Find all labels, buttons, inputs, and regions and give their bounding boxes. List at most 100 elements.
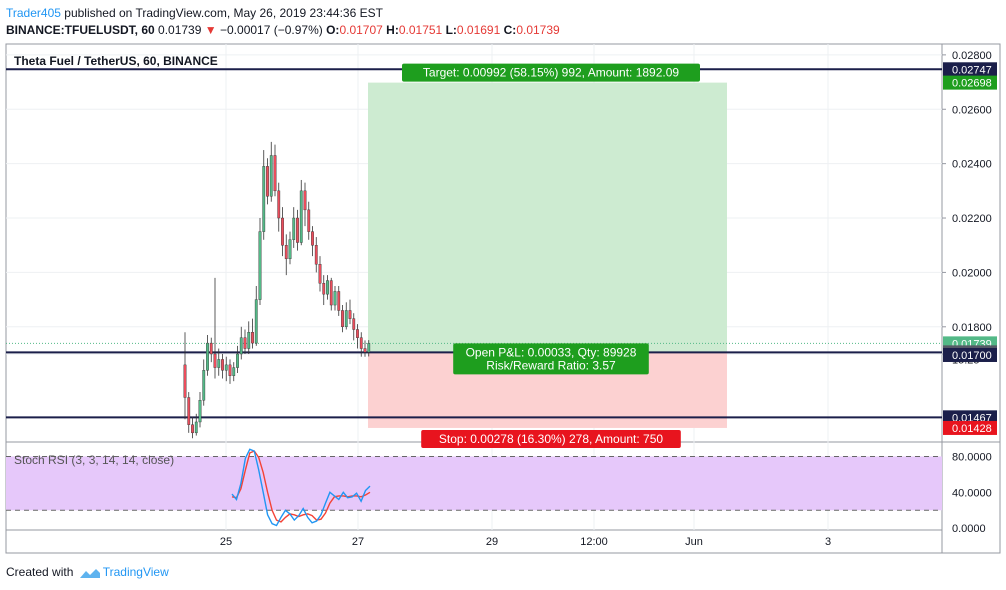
candle-body — [367, 343, 371, 353]
price-tick-label: 0.02000 — [952, 267, 992, 279]
time-tick-label: 25 — [220, 536, 232, 548]
candle-body — [348, 310, 352, 319]
price-tick-label: 0.02200 — [952, 213, 992, 225]
symbol-info: BINANCE:TFUELUSDT, 60 0.01739 ▼ −0.00017… — [6, 23, 560, 37]
candle-body — [206, 342, 209, 371]
tradingview-brand-link[interactable]: TradingView — [102, 565, 169, 579]
candle-body — [243, 337, 247, 349]
candle-body — [326, 280, 329, 295]
down-arrow-icon: ▼ — [204, 23, 217, 37]
price-tag-level: 0.02747 — [943, 62, 997, 77]
price-tag-label: 0.02698 — [952, 78, 992, 90]
candle-body — [314, 245, 318, 265]
published-text: published on TradingView.com, May 26, 20… — [64, 6, 383, 20]
candle-body — [194, 421, 198, 434]
price-tag-bg — [943, 75, 997, 90]
stop-label-bg — [421, 429, 681, 448]
target-label-bg — [402, 63, 700, 82]
stoch-k-line — [231, 448, 371, 527]
publish-info: Trader405 published on TradingView.com, … — [6, 6, 383, 20]
candle-body — [284, 245, 288, 260]
candle-body — [239, 337, 243, 355]
candle-body — [281, 217, 284, 246]
time-tick-label: Jun — [685, 536, 703, 548]
chart-title: Theta Fuel / TetherUS, 60, BINANCE — [14, 54, 218, 68]
candle-body — [228, 364, 232, 376]
candle-body — [288, 239, 292, 260]
candle-body — [187, 397, 191, 425]
candle-body — [258, 231, 262, 300]
pnl-label-text: Open P&L: 0.00033, Qty: 89928 — [466, 345, 637, 359]
stoch-tick-label: 40.0000 — [952, 487, 992, 499]
open-label: O: — [326, 23, 340, 37]
stoch-tick-label: 0.0000 — [952, 523, 986, 535]
time-tick-label: 27 — [352, 536, 364, 548]
open-value: 0.01707 — [339, 23, 383, 37]
candle-body — [341, 310, 344, 327]
candle-body — [299, 190, 303, 243]
candle-body — [217, 359, 221, 368]
candle-body — [213, 353, 217, 368]
candle-body — [254, 299, 258, 344]
candle-body — [356, 329, 359, 338]
price-change: −0.00017 (−0.97%) — [220, 23, 323, 37]
footer: Created with TradingView — [6, 565, 169, 579]
stop-label: Stop: 0.00278 (16.30%) 278, Amount: 750 — [421, 429, 681, 448]
candle-body — [322, 283, 326, 295]
candle-body — [352, 318, 356, 330]
candle-body — [247, 332, 251, 349]
candle-body — [224, 364, 228, 371]
high-value: 0.01751 — [398, 23, 443, 37]
high-label: H: — [386, 23, 399, 37]
time-tick-label: 12:00 — [580, 536, 608, 548]
candle-body — [359, 337, 363, 349]
price-tick-label: 0.02600 — [952, 104, 992, 116]
low-label: L: — [445, 23, 457, 37]
candle-body — [344, 310, 348, 327]
price-tag-label: 0.02747 — [952, 64, 992, 76]
candle-body — [329, 280, 333, 306]
pnl-label-bg — [453, 343, 649, 375]
price-tick-label: 0.02800 — [952, 50, 992, 62]
time-tick-label: 3 — [825, 536, 831, 548]
price-tag-stop: 0.01428 — [943, 420, 997, 435]
last-price: 0.01739 — [158, 23, 202, 37]
candle-body — [273, 155, 277, 192]
price-tag-bg — [943, 62, 997, 77]
close-value: 0.01739 — [516, 23, 560, 37]
candle-body — [266, 166, 269, 197]
candle-body — [183, 364, 187, 398]
candle-body — [318, 264, 322, 284]
candle-body — [202, 370, 206, 401]
author-link[interactable]: Trader405 — [6, 6, 61, 20]
candle-body — [221, 359, 224, 371]
candle-body — [269, 155, 273, 197]
indicator-label: Stoch RSI (3, 3, 14, 14, close) — [14, 453, 174, 467]
price-tick-label: 0.01800 — [952, 322, 992, 334]
target-label: Target: 0.00992 (58.15%) 992, Amount: 18… — [402, 63, 700, 82]
time-tick-label: 29 — [486, 536, 498, 548]
price-tag-level: 0.01700 — [943, 347, 997, 362]
candle-body — [251, 332, 254, 344]
price-tag-bg — [943, 420, 997, 435]
candle-body — [337, 291, 341, 311]
candle-body — [292, 217, 296, 240]
candle-body — [232, 367, 236, 376]
candle-body — [236, 353, 239, 368]
candle-body — [303, 190, 307, 211]
price-tag-target: 0.02698 — [943, 75, 997, 90]
low-value: 0.01691 — [456, 23, 501, 37]
target-zone — [368, 82, 727, 353]
candle-body — [307, 209, 311, 232]
target-label-text: Target: 0.00992 (58.15%) 992, Amount: 18… — [423, 66, 680, 80]
candle-body — [311, 231, 314, 246]
candle-body — [262, 166, 266, 232]
candle-body — [209, 342, 213, 355]
stoch-band — [6, 456, 942, 511]
pnl-label: Open P&L: 0.00033, Qty: 89928Risk/Reward… — [453, 343, 649, 375]
candle-body — [296, 217, 299, 243]
created-with-text: Created with — [6, 565, 74, 579]
price-tick-label: 0.02400 — [952, 159, 992, 171]
pnl-label-text: Risk/Reward Ratio: 3.57 — [486, 358, 616, 372]
